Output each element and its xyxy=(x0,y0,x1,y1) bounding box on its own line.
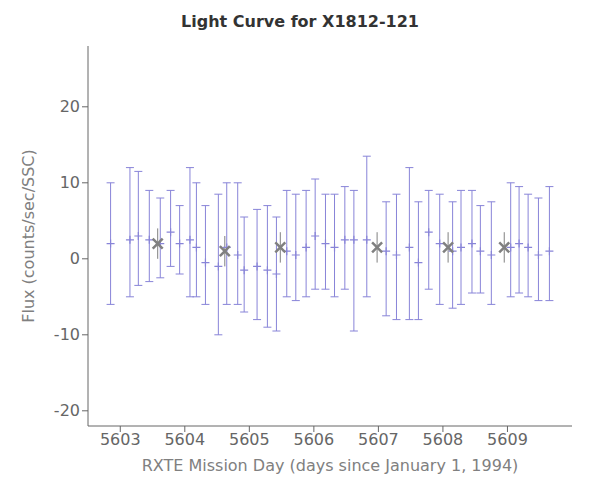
svg-text:5605: 5605 xyxy=(229,430,270,449)
svg-text:Flux (counts/sec/SSC): Flux (counts/sec/SSC) xyxy=(19,149,38,323)
svg-text:-20: -20 xyxy=(54,401,80,420)
svg-text:-10: -10 xyxy=(54,325,80,344)
svg-text:5603: 5603 xyxy=(100,430,141,449)
svg-text:10: 10 xyxy=(60,173,80,192)
svg-text:5609: 5609 xyxy=(487,430,528,449)
svg-text:RXTE Mission Day (days since J: RXTE Mission Day (days since January 1, … xyxy=(142,456,519,475)
svg-text:20: 20 xyxy=(60,97,80,116)
html-text:Light Curve for X1812-121: Light Curve for X1812-121 xyxy=(181,12,419,31)
svg-text:5608: 5608 xyxy=(423,430,464,449)
svg-text:0: 0 xyxy=(70,249,80,268)
svg-text:5607: 5607 xyxy=(358,430,399,449)
svg-text:5606: 5606 xyxy=(294,430,335,449)
svg-text:5604: 5604 xyxy=(164,430,205,449)
